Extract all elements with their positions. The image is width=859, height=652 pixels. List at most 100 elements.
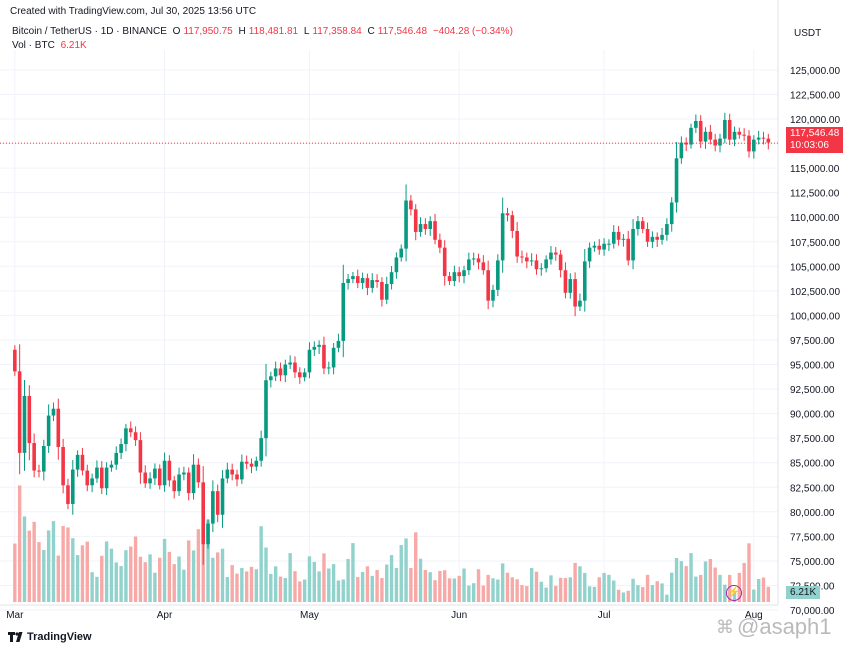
volume-bar — [418, 558, 423, 602]
last-price-value: 117,546.48 — [790, 128, 840, 139]
volume-bar — [529, 568, 534, 602]
created-caption: Created with TradingView.com, Jul 30, 20… — [10, 6, 257, 17]
candle — [467, 259, 471, 271]
volume-bar — [438, 570, 442, 602]
tradingview-brand[interactable]: TradingView — [8, 631, 92, 643]
candle — [365, 278, 370, 288]
candle — [298, 372, 302, 378]
y-tick-label: 125,000.00 — [790, 66, 840, 77]
candle — [326, 367, 331, 369]
candle — [452, 272, 457, 282]
volume-bar — [607, 574, 611, 602]
candle — [665, 224, 669, 235]
volume-bar — [670, 572, 674, 602]
candle — [587, 247, 592, 262]
y-tick-label: 92,500.00 — [790, 385, 835, 396]
candle — [90, 478, 94, 486]
symbol-title[interactable]: Bitcoin / TetherUS · 1D · BINANCE — [12, 26, 167, 37]
volume-bar — [742, 562, 746, 602]
candle — [645, 228, 650, 242]
candle — [80, 454, 85, 471]
candle — [37, 470, 41, 472]
volume-bar — [380, 578, 384, 602]
candle — [602, 243, 606, 250]
volume-label[interactable]: Vol · BTC — [12, 40, 55, 51]
candle — [462, 270, 466, 277]
volume-bar — [27, 530, 32, 602]
candle — [230, 469, 234, 475]
candle — [534, 260, 539, 270]
candle — [70, 469, 75, 504]
candle — [447, 276, 452, 282]
lightning-icon[interactable]: ⚡ — [726, 585, 742, 601]
volume-bar — [573, 562, 577, 602]
volume-bar — [61, 525, 65, 602]
candle — [582, 261, 587, 301]
volume-bar — [457, 575, 461, 602]
candle — [13, 349, 17, 372]
candle — [568, 279, 573, 293]
volume-bar — [95, 576, 99, 602]
volume-bar — [211, 557, 215, 602]
volume-bar — [394, 568, 399, 602]
candle — [322, 344, 326, 369]
open-label: O — [172, 26, 181, 37]
candle — [235, 474, 239, 480]
high-value: 118,481.81 — [248, 26, 299, 37]
volume-bar — [273, 566, 278, 602]
volume-bar — [703, 561, 708, 602]
x-tick-label: Aug — [745, 610, 763, 621]
candle — [114, 452, 119, 465]
volume-bar — [177, 556, 181, 602]
volume-bar — [718, 574, 722, 602]
candle — [476, 258, 481, 263]
candle — [481, 262, 486, 271]
candle — [336, 340, 341, 348]
candle — [128, 428, 133, 433]
volume-bar — [225, 577, 230, 602]
volume-value: 6.21K — [60, 40, 87, 51]
candle — [148, 478, 152, 484]
volume-bar — [302, 579, 307, 602]
volume-bar — [356, 577, 360, 602]
y-tick-label: 112,500.00 — [790, 189, 840, 200]
candle — [573, 279, 577, 307]
volume-bar — [259, 526, 263, 602]
volume-bar — [167, 551, 172, 602]
volume-bar — [665, 594, 669, 602]
close-value: 117,546.48 — [377, 26, 428, 37]
volume-bar — [37, 542, 41, 602]
y-tick-label: 80,000.00 — [790, 508, 835, 519]
volume-bar — [766, 586, 771, 602]
open-value: 117,950.75 — [183, 26, 233, 37]
candle — [341, 282, 346, 341]
candle — [75, 454, 80, 470]
volume-bar — [370, 575, 374, 602]
volume-bar — [46, 530, 51, 602]
y-tick-label: 120,000.00 — [790, 115, 840, 126]
volume-bar — [244, 571, 249, 602]
candle — [346, 279, 350, 283]
volume-bar — [162, 538, 167, 602]
candle — [254, 460, 259, 467]
candle — [177, 474, 181, 492]
candle — [660, 234, 664, 240]
volume-bar — [158, 557, 162, 602]
candle — [418, 224, 423, 232]
volume-bar — [269, 573, 273, 602]
volume-bar — [650, 585, 655, 602]
volume-bar — [365, 566, 370, 602]
volume-bar — [298, 581, 302, 602]
currency-label[interactable]: USDT — [794, 28, 822, 39]
volume-bar — [254, 569, 259, 602]
volume-bar — [75, 555, 80, 602]
volume-bar — [520, 585, 524, 602]
y-tick-label: 95,000.00 — [790, 361, 835, 372]
candle — [85, 470, 90, 486]
candle — [215, 491, 220, 515]
volume-bar — [761, 577, 766, 602]
volume-bar — [534, 571, 539, 602]
y-tick-label: 122,500.00 — [790, 90, 840, 101]
volume-legend: Vol · BTC 6.21K — [12, 40, 90, 51]
